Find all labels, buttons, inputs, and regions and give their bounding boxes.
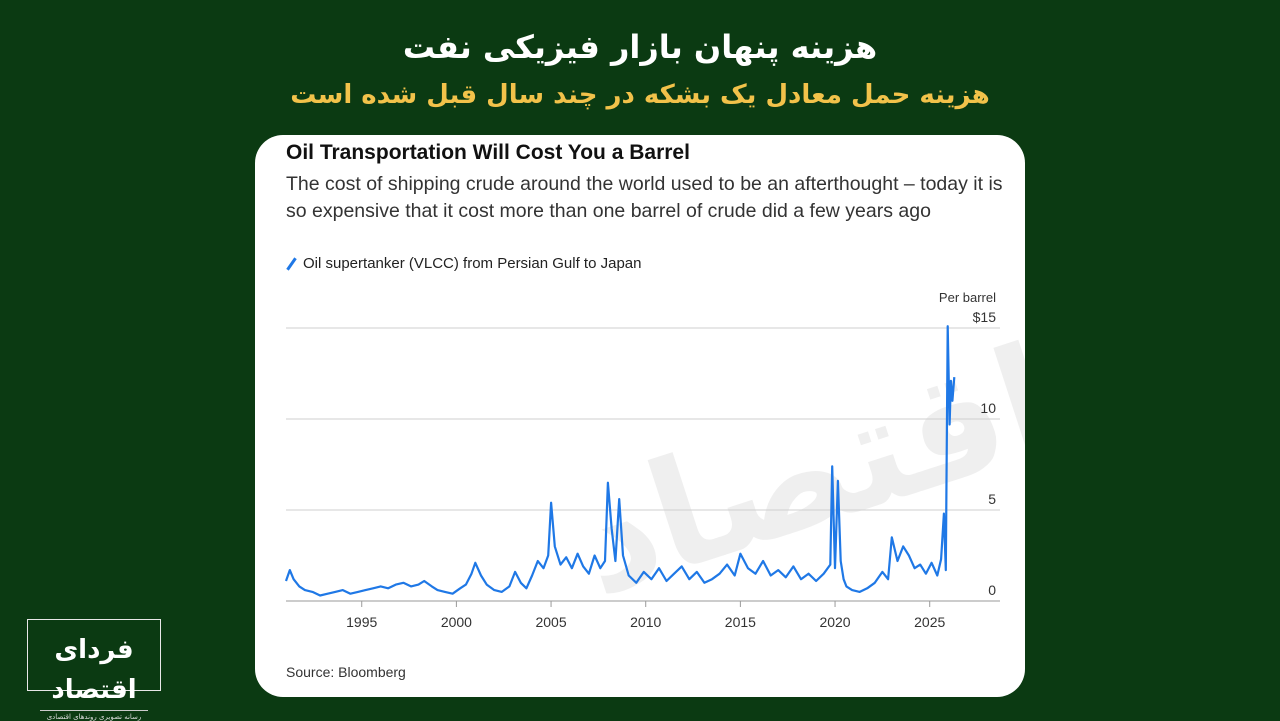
y-tick-label: $15	[973, 309, 997, 325]
y-tick-label: 5	[988, 491, 996, 507]
legend-label: Oil supertanker (VLCC) from Persian Gulf…	[303, 255, 642, 272]
page-headline: هزینه پنهان بازار فیزیکی نفت	[402, 28, 878, 66]
chart-card: فردای اقتصاد Oil Transportation Will Cos…	[255, 135, 1025, 697]
x-tick-label: 2020	[819, 614, 850, 630]
chart-title: Oil Transportation Will Cost You a Barre…	[286, 141, 690, 164]
page-subheadline: هزینه حمل معادل یک بشکه در چند سال قبل ش…	[290, 80, 990, 110]
series-line	[284, 325, 956, 597]
brand-logo: فردای اقتصاد رسانه تصویری روندهای اقتصاد…	[27, 619, 161, 721]
logo-text: فردای اقتصاد	[51, 635, 137, 705]
y-tick-label: 10	[980, 400, 996, 416]
chart-source: Source: Bloomberg	[286, 664, 406, 680]
y-unit-label: Per barrel	[939, 290, 996, 305]
x-tick-label: 1995	[346, 614, 377, 630]
chart-subtitle: The cost of shipping crude around the wo…	[286, 173, 1003, 222]
x-tick-label: 2010	[630, 614, 661, 630]
x-tick-label: 2000	[441, 614, 472, 630]
x-tick-label: 2005	[535, 614, 566, 630]
chart-legend: Oil supertanker (VLCC) from Persian Gulf…	[286, 255, 641, 272]
x-tick-label: 2025	[914, 614, 945, 630]
x-tick-label: 2015	[725, 614, 756, 630]
logo-tagline: رسانه تصویری روندهای اقتصادی	[40, 710, 148, 721]
y-tick-label: 0	[988, 582, 996, 598]
line-chart: $15 10 5 0 Per barrel 1995 2000 2005 2010 2015 202…	[284, 290, 1000, 630]
